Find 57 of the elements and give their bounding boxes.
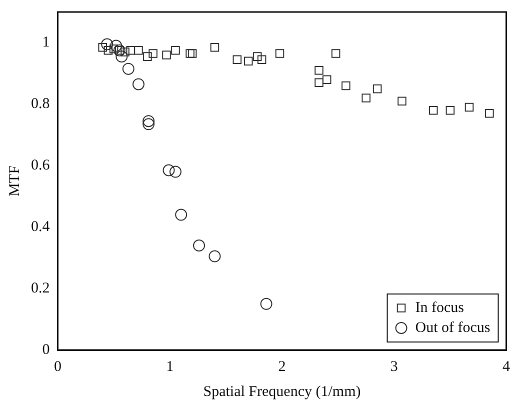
point — [260, 298, 272, 310]
x-tick-label: 3 — [390, 358, 398, 375]
point — [210, 42, 220, 52]
point — [132, 78, 144, 90]
x-tick-label: 0 — [54, 358, 62, 375]
point — [208, 250, 221, 262]
point — [446, 106, 455, 115]
x-tick-label: 4 — [502, 358, 510, 375]
point — [116, 50, 128, 63]
point — [314, 66, 324, 75]
point — [169, 166, 182, 178]
point — [428, 106, 438, 115]
point — [142, 118, 155, 130]
point — [101, 38, 114, 50]
point — [126, 46, 136, 55]
point — [244, 56, 253, 66]
point — [252, 52, 262, 61]
point — [134, 46, 143, 55]
point — [109, 44, 118, 54]
point — [275, 49, 284, 58]
point — [232, 55, 242, 64]
y-tick-label: 0 — [42, 342, 50, 358]
point — [162, 164, 175, 176]
point — [331, 49, 340, 58]
point — [104, 46, 113, 55]
y-tick-label: 0.4 — [31, 219, 50, 236]
legend-label: Out of focus — [415, 320, 490, 336]
x-axis-title: Spatial Frequency (1/mm) — [203, 384, 361, 400]
point — [98, 42, 107, 52]
point — [322, 75, 332, 84]
point — [186, 49, 194, 58]
point — [485, 109, 494, 118]
point — [143, 52, 152, 61]
point — [148, 49, 158, 58]
y-tick-label: 0.6 — [31, 158, 50, 174]
point — [372, 84, 382, 94]
x-tick-label: 1 — [166, 358, 174, 375]
y-tick-label: 0.2 — [31, 280, 50, 296]
point — [342, 81, 350, 90]
y-tick-label: 0.8 — [31, 96, 50, 112]
point — [464, 102, 474, 112]
point — [257, 55, 266, 64]
point — [188, 49, 197, 58]
point — [362, 94, 370, 102]
point — [171, 46, 180, 55]
point — [193, 240, 206, 252]
y-axis-title: MTF — [6, 166, 23, 196]
point — [175, 208, 188, 221]
point — [162, 50, 171, 60]
point — [314, 78, 324, 88]
point — [122, 62, 134, 75]
y-tick-label: 1 — [42, 34, 50, 51]
point — [142, 115, 155, 128]
legend-label: In focus — [415, 300, 464, 316]
x-tick-label: 2 — [278, 358, 286, 375]
point — [398, 96, 406, 106]
point — [110, 40, 122, 52]
